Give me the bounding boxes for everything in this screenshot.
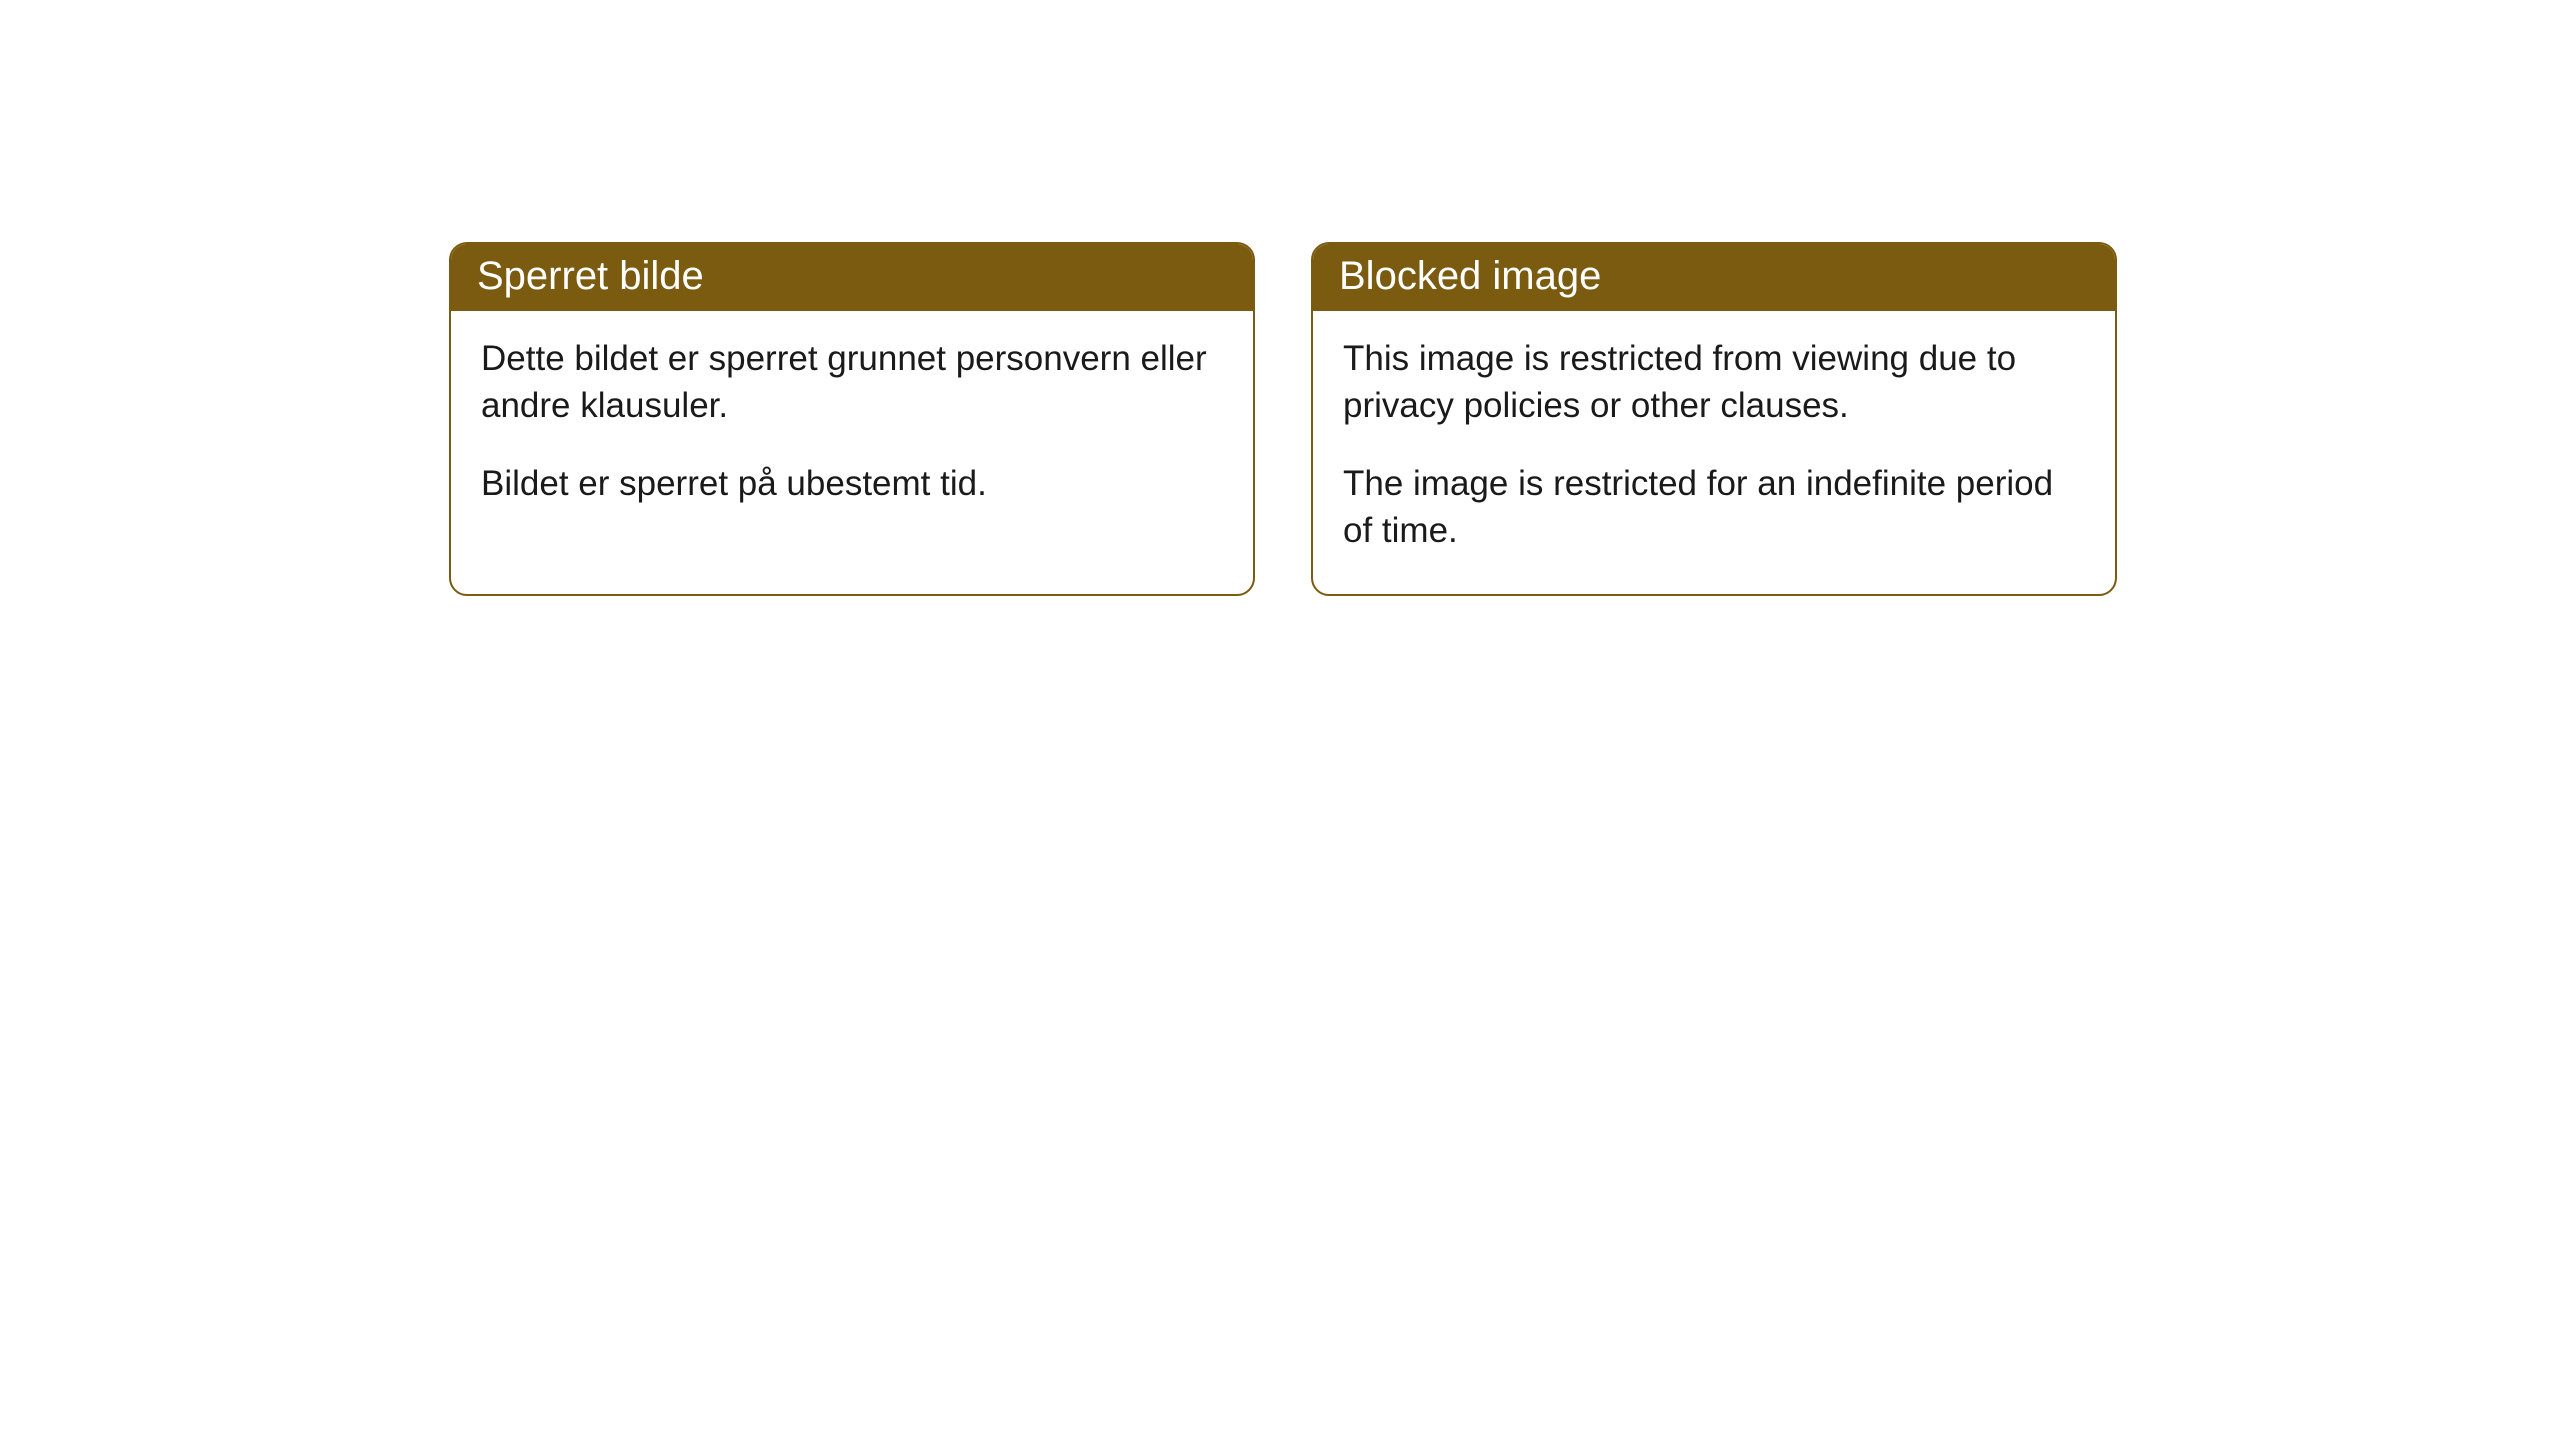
card-paragraph: Bildet er sperret på ubestemt tid. bbox=[481, 460, 1223, 507]
card-header: Sperret bilde bbox=[451, 244, 1253, 311]
card-paragraph: This image is restricted from viewing du… bbox=[1343, 335, 2085, 430]
blocked-image-card-english: Blocked image This image is restricted f… bbox=[1311, 242, 2117, 596]
card-header: Blocked image bbox=[1313, 244, 2115, 311]
notice-container: Sperret bilde Dette bildet er sperret gr… bbox=[0, 0, 2560, 596]
card-paragraph: The image is restricted for an indefinit… bbox=[1343, 460, 2085, 555]
card-body: Dette bildet er sperret grunnet personve… bbox=[451, 311, 1253, 547]
card-body: This image is restricted from viewing du… bbox=[1313, 311, 2115, 594]
card-paragraph: Dette bildet er sperret grunnet personve… bbox=[481, 335, 1223, 430]
blocked-image-card-norwegian: Sperret bilde Dette bildet er sperret gr… bbox=[449, 242, 1255, 596]
